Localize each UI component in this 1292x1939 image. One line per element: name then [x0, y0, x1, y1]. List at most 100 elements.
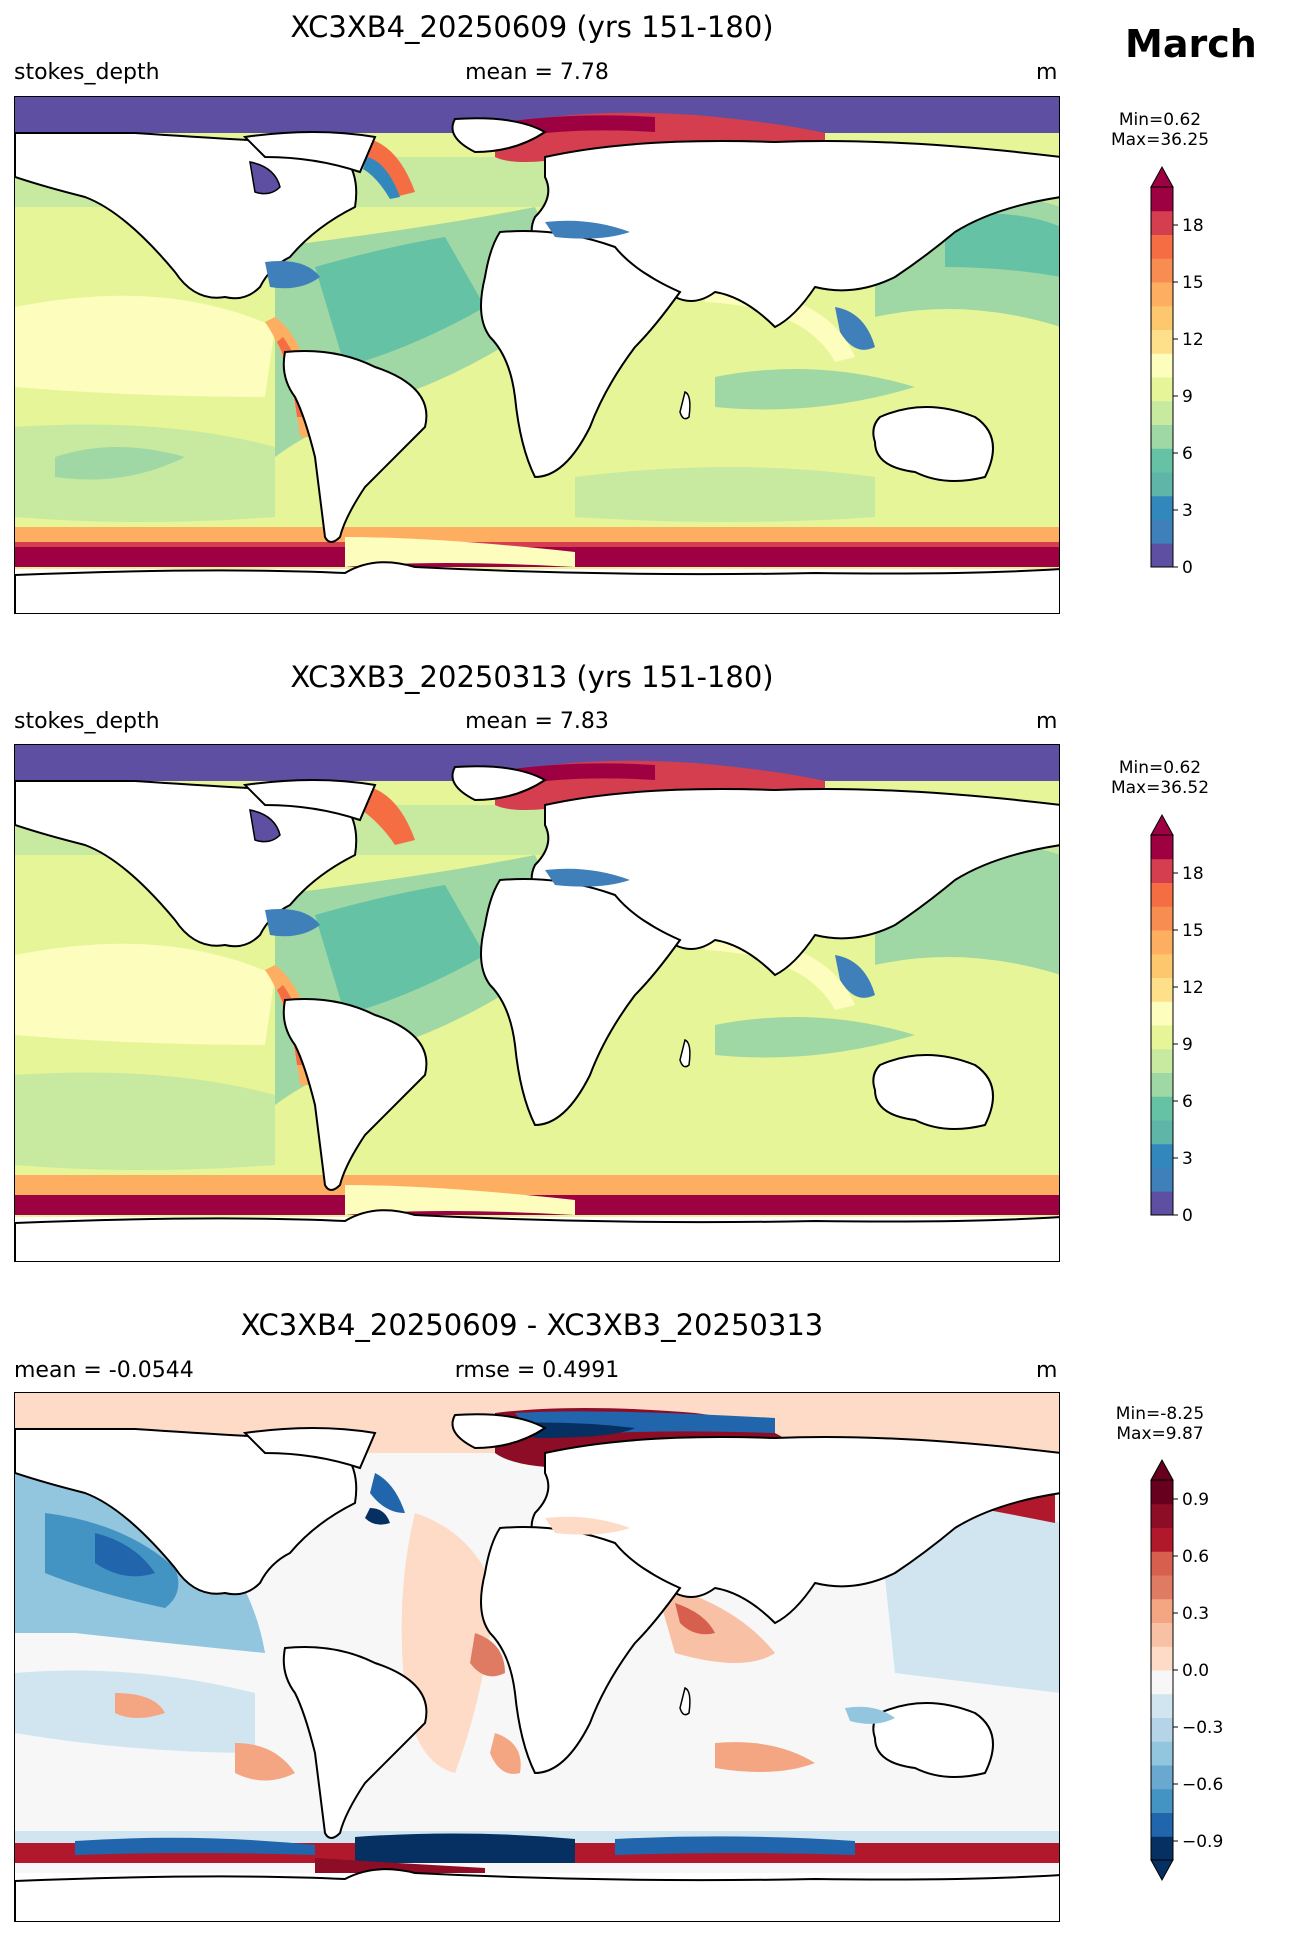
colorbar-segment: [1151, 930, 1173, 955]
colorbar-segment: [1151, 1646, 1173, 1671]
colorbar-tick-label: 0.3: [1182, 1604, 1209, 1624]
colorbar-outline: [1150, 186, 1174, 568]
colorbar-segment: [1151, 234, 1173, 259]
panel-3-title: XC3XB4_20250609 - XC3XB3_20250313: [240, 1308, 824, 1342]
colorbar-segment: [1151, 448, 1173, 473]
colorbar-segment: [1151, 1836, 1173, 1861]
colorbar-tick-label: −0.3: [1182, 1718, 1223, 1738]
colorbar-segment: [1151, 1048, 1173, 1073]
panel-2-variable-label: stokes_depth: [14, 709, 160, 734]
colorbar-tick-label: 0: [1182, 1206, 1193, 1226]
colorbar-segment: [1151, 1096, 1173, 1121]
colorbar-segment: [1151, 1812, 1173, 1837]
colorbar-segment: [1151, 1503, 1173, 1528]
panel-1-min-label: Min=0.62: [1118, 110, 1202, 130]
colorbar-segment: [1151, 543, 1173, 568]
colorbar-segment: [1151, 1143, 1173, 1168]
colorbar-segment: [1151, 1527, 1173, 1552]
colorbar-segment: [1151, 305, 1173, 330]
colorbar-segment: [1151, 1191, 1173, 1216]
colorbar-tick-label: 15: [1182, 921, 1204, 941]
colorbar-tick-label: 0: [1182, 558, 1193, 578]
colorbar-segment: [1151, 1717, 1173, 1742]
colorbar-segment: [1151, 400, 1173, 425]
colorbar-segment: [1151, 353, 1173, 378]
colorbar-segment: [1151, 835, 1173, 860]
colorbar-tick-label: 0.6: [1182, 1547, 1209, 1567]
colorbar-segment: [1151, 377, 1173, 402]
colorbar-tick-label: 12: [1182, 330, 1204, 350]
colorbar-segment: [1151, 953, 1173, 978]
colorbar-segment: [1151, 424, 1173, 449]
colorbar-segment: [1151, 329, 1173, 354]
colorbar-segment: [1151, 882, 1173, 907]
colorbar-segment: [1151, 977, 1173, 1002]
colorbar-segment: [1151, 1167, 1173, 1192]
panel-3-min-label: Min=-8.25: [1115, 1404, 1205, 1424]
colorbar-segment: [1151, 1072, 1173, 1097]
panel-3-max-label: Max=9.87: [1116, 1424, 1204, 1444]
colorbar-segment: [1151, 1025, 1173, 1050]
panel-1-unit-label: m: [1036, 60, 1058, 85]
colorbar-segment: [1151, 858, 1173, 883]
panel-2-colorbar: 0 3 6 9 12 15 18: [1150, 813, 1240, 1237]
colorbar-segment: [1151, 1001, 1173, 1026]
colorbar-extend-min: [1150, 1859, 1174, 1882]
colorbar-tick-label: 9: [1182, 1035, 1193, 1055]
colorbar-segment: [1151, 1741, 1173, 1766]
panel-1-title: XC3XB4_20250609 (yrs 151-180): [290, 10, 774, 44]
panel-1-colorbar: 0 3 6 9 12 15 18: [1150, 165, 1240, 589]
colorbar-tick-label: 0.0: [1182, 1661, 1209, 1681]
panel-3-rmse-label: rmse = 0.4991: [454, 1358, 620, 1383]
panel-2-max-label: Max=36.52: [1110, 778, 1210, 798]
panel-1-map: [14, 96, 1060, 614]
colorbar-tick-label: 3: [1182, 1149, 1193, 1169]
colorbar-tick-label: 15: [1182, 273, 1204, 293]
panel-2-unit-label: m: [1036, 709, 1058, 734]
colorbar-tick-label: 0.9: [1182, 1490, 1209, 1510]
panel-3-mean-label: mean = -0.0544: [14, 1358, 194, 1383]
colorbar-tick-label: 12: [1182, 978, 1204, 998]
panel-3-colorbar: 0.9 0.6 0.3 0.0 −0.3 −0.6 −0.9: [1150, 1458, 1240, 1882]
colorbar-segment: [1151, 1693, 1173, 1718]
colorbar-segment: [1151, 906, 1173, 931]
colorbar-tick-label: 3: [1182, 501, 1193, 521]
colorbar-segment: [1151, 187, 1173, 212]
panel-2-map: [14, 744, 1060, 1262]
panel-3-unit-label: m: [1036, 1358, 1058, 1383]
colorbar-tick-label: 9: [1182, 387, 1193, 407]
colorbar-segment: [1151, 495, 1173, 520]
panel-1-max-label: Max=36.25: [1110, 130, 1210, 150]
colorbar-segment: [1151, 519, 1173, 544]
panel-2-mean-label: mean = 7.83: [465, 709, 609, 734]
colorbar-segment: [1151, 282, 1173, 307]
colorbar-extend-max: [1150, 1458, 1174, 1481]
month-title: March: [1125, 22, 1257, 66]
colorbar-segment: [1151, 1670, 1173, 1695]
colorbar-tick-label: 18: [1182, 216, 1204, 236]
panel-1-variable-label: stokes_depth: [14, 60, 160, 85]
colorbar-segment: [1151, 1598, 1173, 1623]
colorbar-tick-label: 6: [1182, 444, 1193, 464]
colorbar-extend-max: [1150, 813, 1174, 836]
panel-2-title: XC3XB3_20250313 (yrs 151-180): [290, 660, 774, 694]
colorbar-segment: [1151, 1622, 1173, 1647]
colorbar-extend-max: [1150, 165, 1174, 188]
colorbar-segment: [1151, 1480, 1173, 1505]
colorbar-segment: [1151, 258, 1173, 283]
colorbar-segment: [1151, 1788, 1173, 1813]
colorbar-outline: [1150, 834, 1174, 1216]
colorbar-segment: [1151, 210, 1173, 235]
colorbar-segment: [1151, 472, 1173, 497]
colorbar-tick-label: 6: [1182, 1092, 1193, 1112]
colorbar-segment: [1151, 1575, 1173, 1600]
colorbar-segment: [1151, 1551, 1173, 1576]
colorbar-segment: [1151, 1765, 1173, 1790]
panel-3-map: [14, 1392, 1060, 1922]
colorbar-tick-label: −0.6: [1182, 1775, 1223, 1795]
colorbar-segment: [1151, 1120, 1173, 1145]
colorbar-tick-label: −0.9: [1182, 1832, 1223, 1852]
panel-2-min-label: Min=0.62: [1118, 758, 1202, 778]
colorbar-tick-label: 18: [1182, 864, 1204, 884]
panel-1-mean-label: mean = 7.78: [465, 60, 609, 85]
